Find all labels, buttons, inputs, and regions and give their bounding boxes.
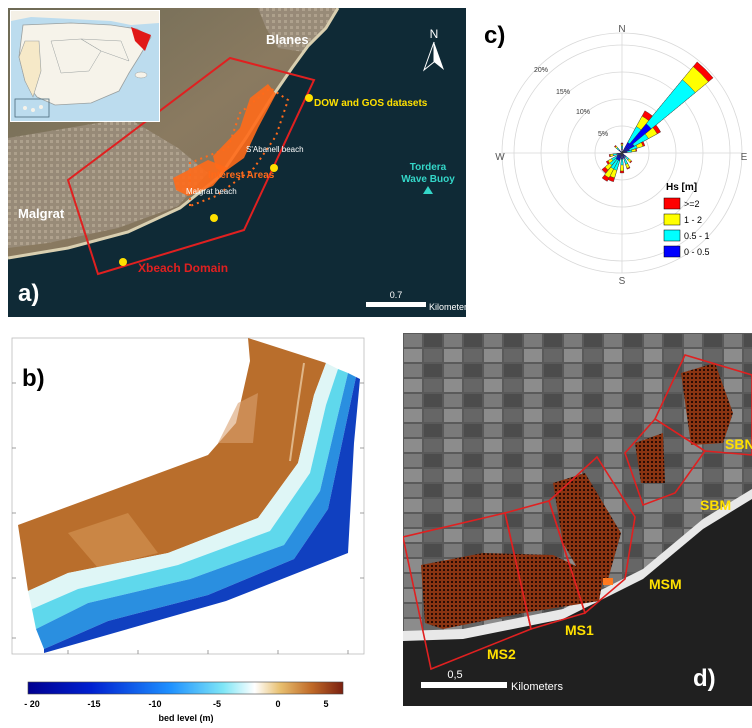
legend-swatch-3 — [663, 229, 681, 242]
wave-rose-svg: N S E W 5% 10% 15% 20% Hs [m] >=2 1 - 2 … — [495, 24, 748, 287]
scale-unit: Kilometers — [429, 302, 466, 312]
legend-label-2: 1 - 2 — [684, 215, 702, 225]
rose-petal-1-bin-0 — [621, 142, 630, 154]
orange-marker — [603, 578, 613, 585]
ring-label-10: 10% — [576, 109, 590, 116]
aerial-beach — [403, 489, 752, 641]
location-map-svg: Blanes Malgrat DOW and GOS datasets S'Ab… — [8, 8, 466, 317]
scale-value: 0.7 — [390, 290, 403, 300]
buoy-marker-icon — [423, 186, 433, 194]
bathy-shallow — [32, 369, 348, 629]
rose-petal-4-bin-0 — [621, 151, 628, 154]
plot-frame — [11, 337, 365, 655]
rose-petal-7-bin-0 — [621, 152, 623, 160]
legend-swatch-2 — [663, 213, 681, 226]
direction-n: N — [618, 24, 625, 35]
urban-msm — [553, 473, 621, 583]
panel-b-label: b) — [22, 365, 45, 392]
legend-label-1: >=2 — [684, 199, 700, 209]
colorbar — [27, 681, 344, 695]
urban-sbn — [681, 363, 733, 445]
label-msm: MSM — [649, 576, 682, 592]
inset-map-iberia — [10, 10, 160, 122]
label-buoy-2: Wave Buoy — [401, 174, 455, 185]
d-scale-bar — [421, 682, 507, 688]
colorbar-tick-5: 0 — [275, 699, 280, 709]
north-arrow-icon — [422, 41, 444, 72]
label-datasets: DOW and GOS datasets — [314, 98, 428, 109]
label-sabanell: S'Abanell beach — [246, 145, 304, 154]
label-blanes: Blanes — [266, 32, 309, 47]
direction-s: S — [619, 276, 626, 287]
direction-e: E — [741, 152, 748, 163]
xbeach-domain-polygon — [66, 56, 316, 276]
dataset-point-2 — [270, 164, 278, 172]
direction-w: W — [495, 152, 505, 163]
rose-petal-13-bin-0 — [618, 149, 623, 154]
label-ms2: MS2 — [487, 646, 516, 662]
label-malgrat-beach: Malgrat beach — [186, 187, 237, 196]
rose-petal-12-bin-0 — [616, 152, 623, 155]
panel-c-label: c) — [484, 22, 506, 49]
label-ms1: MS1 — [565, 622, 594, 638]
ring-label-20: 20% — [534, 67, 548, 74]
study-areas-svg: MS2 MS1 MSM SBM SBN 0,5 Kilometers — [403, 333, 752, 706]
panel-a-location-map: Blanes Malgrat DOW and GOS datasets S'Ab… — [8, 8, 466, 317]
bathy-deep — [44, 377, 360, 653]
polygon-sbn — [653, 354, 752, 456]
rose-petal-14-bin-0 — [621, 148, 623, 154]
colorbar-tick-6: 5 — [323, 699, 328, 709]
label-malgrat: Malgrat — [18, 206, 65, 221]
rose-petals — [601, 61, 714, 183]
legend-swatch-1 — [663, 197, 681, 210]
colorbar-label: bed level (m) — [158, 713, 213, 723]
urban-sbm — [635, 433, 665, 483]
panel-c-wave-rose: N S E W 5% 10% 15% 20% Hs [m] >=2 1 - 2 … — [472, 8, 752, 317]
ring-label-15: 15% — [556, 89, 570, 96]
catalonia-highlight — [131, 27, 151, 51]
north-label: N — [430, 27, 439, 41]
panel-b-bathymetry: - 20 -15 -10 -5 0 5 bed level (m) b) — [8, 333, 368, 728]
legend-label-3: 0.5 - 1 — [684, 231, 710, 241]
panel-d-label: d) — [693, 665, 716, 692]
d-scale-unit: Kilometers — [511, 681, 563, 693]
panel-d-study-areas: MS2 MS1 MSM SBM SBN 0,5 Kilometers d) — [403, 333, 752, 706]
colorbar-tick-2: -15 — [87, 699, 100, 709]
interest-area-sabanell — [213, 84, 276, 173]
colorbar-tick-4: -5 — [213, 699, 221, 709]
polygon-msm — [548, 455, 636, 615]
bathymetry-svg: - 20 -15 -10 -5 0 5 bed level (m) — [11, 337, 365, 723]
label-buoy-1: Tordera — [410, 162, 447, 173]
urban-ms2-ms1 — [421, 553, 603, 629]
blanes-urban — [258, 8, 338, 52]
label-sbm: SBM — [700, 497, 731, 513]
bathy-mid — [36, 373, 356, 649]
malgrat-urban — [8, 118, 208, 248]
rose-petal-11-bin-0 — [616, 152, 623, 158]
inset-map-svg — [11, 11, 159, 121]
bathy-beach — [28, 363, 338, 609]
legend-label-4: 0 - 0.5 — [684, 247, 710, 257]
ring-label-5: 5% — [598, 131, 608, 138]
dataset-point-3 — [210, 214, 218, 222]
label-xbeach-domain: Xbeach Domain — [138, 261, 228, 275]
legend-title: Hs [m] — [666, 182, 697, 193]
rose-petal-6-bin-0 — [621, 152, 626, 159]
colorbar-tick-3: -10 — [148, 699, 161, 709]
panel-a-label: a) — [18, 280, 40, 307]
dataset-point-4 — [119, 258, 127, 266]
legend-swatch-4 — [663, 245, 681, 258]
label-sbn: SBN — [725, 436, 752, 452]
colorbar-tick-1: - 20 — [24, 699, 40, 709]
polygon-sbm — [624, 417, 707, 507]
interest-area-malgrat — [173, 160, 228, 196]
aerial-sea — [403, 493, 752, 706]
scale-bar — [366, 302, 426, 307]
label-interest-areas: Interest Areas — [208, 170, 275, 181]
rose-petal-5-bin-0 — [621, 152, 627, 158]
dataset-point-1 — [305, 94, 313, 102]
d-scale-value: 0,5 — [447, 669, 462, 681]
